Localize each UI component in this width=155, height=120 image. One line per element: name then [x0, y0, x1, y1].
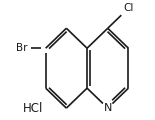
Text: Br: Br	[16, 43, 28, 53]
Text: HCl: HCl	[23, 102, 43, 115]
Text: Cl: Cl	[123, 3, 134, 13]
Text: N: N	[104, 103, 112, 113]
